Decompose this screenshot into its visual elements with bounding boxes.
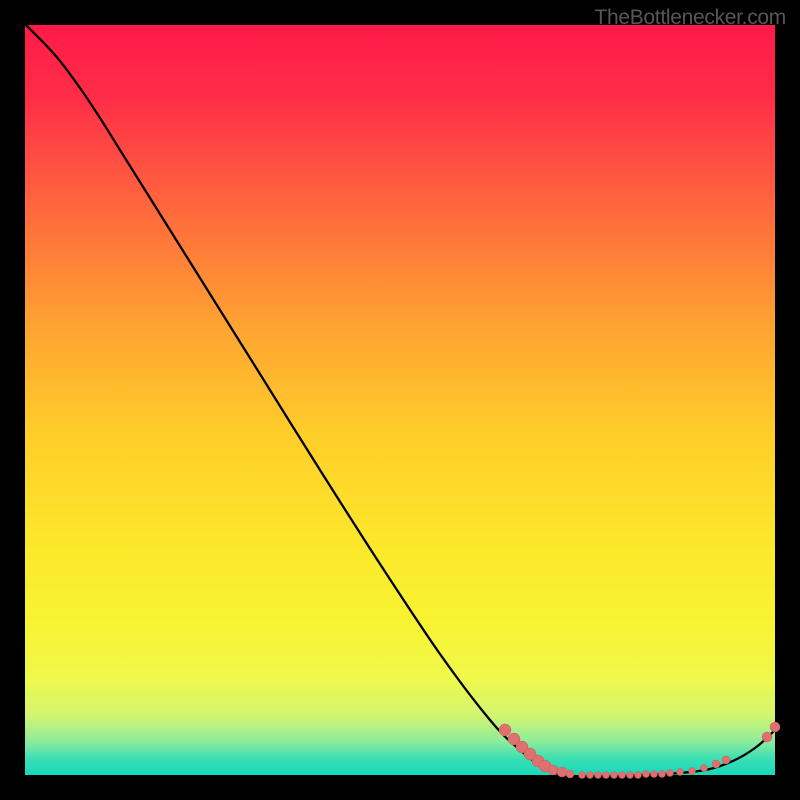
data-marker — [587, 772, 594, 779]
chart-container: TheBottlenecker.com — [0, 0, 800, 800]
data-marker — [548, 765, 558, 775]
data-marker — [619, 772, 626, 779]
data-marker — [627, 772, 634, 779]
data-marker — [595, 772, 602, 779]
data-marker — [689, 768, 696, 775]
data-marker — [659, 771, 666, 778]
data-marker — [611, 772, 618, 779]
watermark-text: TheBottlenecker.com — [594, 6, 786, 30]
data-marker — [557, 767, 567, 777]
data-marker — [651, 771, 658, 778]
plot-background — [25, 25, 775, 775]
data-marker — [603, 772, 610, 779]
data-marker — [722, 756, 730, 764]
data-marker — [499, 724, 511, 736]
data-marker — [667, 770, 674, 777]
data-marker — [677, 769, 684, 776]
bottleneck-chart — [0, 0, 800, 800]
data-marker — [701, 765, 708, 772]
data-marker — [635, 772, 642, 779]
data-marker — [770, 722, 780, 732]
data-marker — [643, 771, 650, 778]
data-marker — [566, 770, 574, 778]
data-marker — [579, 772, 586, 779]
data-marker — [762, 732, 772, 742]
data-marker — [712, 760, 720, 768]
